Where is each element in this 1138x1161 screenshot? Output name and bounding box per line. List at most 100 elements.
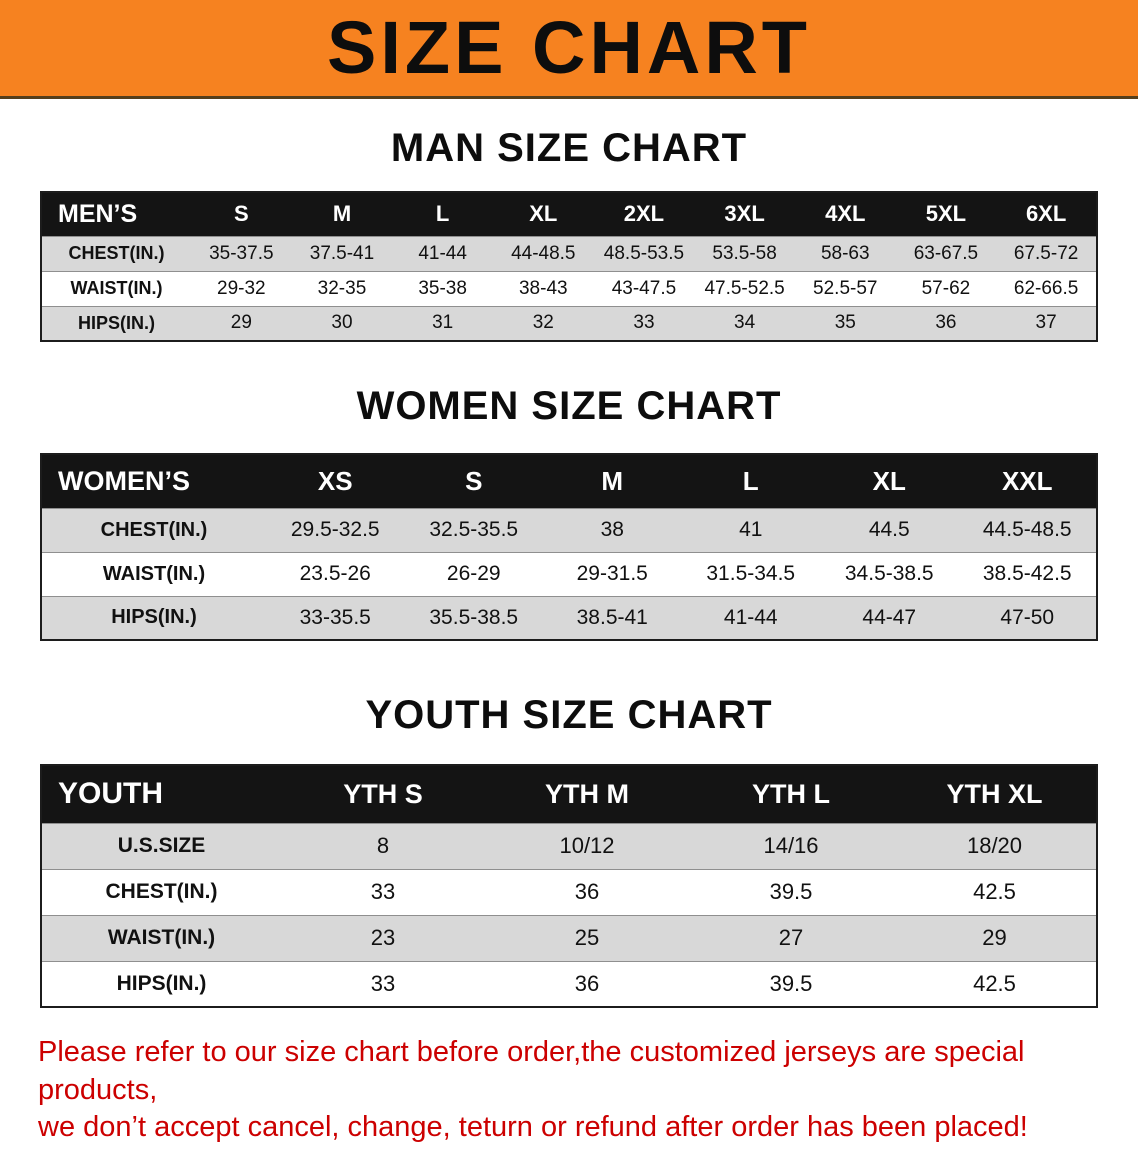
table-row: CHEST(IN.) 29.5-32.5 32.5-35.5 38 41 44.5 44.5… [41,508,1097,552]
row-label-cell: HIPS(IN.) [111,606,197,629]
table-row: HIPS(IN.) 33 36 39.5 42.5 [41,961,1097,1007]
men-section-heading: MAN SIZE CHART [390,126,748,170]
table-row: WAIST(IN.) 23.5-26 26-29 29-31.5 31.5-34.5 34… [41,552,1097,596]
measurement-value-cell: 18/20 [966,833,1023,858]
measurement-value-cell: 35.5-38.5 [429,605,519,629]
measurement-value-cell: 26-29 [446,562,501,585]
row-label-cell: WAIST(IN.) [107,926,216,949]
measurement-value-cell: 29 [230,312,252,334]
measurement-value-cell: 57-62 [921,277,971,299]
size-header-cell: M [332,201,352,227]
table-head: WOMEN’S XS S M L XL XXL [41,454,1097,508]
women-size-table: WOMEN’S XS S M L XL XXL CHEST(IN.) 29.5-32.5 32.5… [40,453,1098,641]
size-header-cell: 3XL [724,201,765,227]
measurement-value-cell: 47.5-52.5 [704,277,785,299]
measurement-value-cell: 23 [370,925,396,950]
table-title-cell: MEN’S [58,199,138,228]
measurement-value-cell: 32-35 [317,277,367,299]
table-body: CHEST(IN.) 35-37.5 37.5-41 41-44 44-48.5 48.5… [41,236,1097,341]
measurement-value-cell: 42.5 [973,879,1016,904]
table-head: MEN’S S M L XL 2XL 3XL 4XL 5XL 6XL [41,192,1097,236]
table-title-cell: WOMEN’S [58,465,190,496]
measurement-value-cell: 32.5-35.5 [429,518,519,541]
measurement-value-cell: 29-31.5 [576,562,648,585]
table-header-row: YOUTH YTH S YTH M YTH L YTH XL [41,765,1097,823]
measurement-value-cell: 35 [834,312,856,334]
measurement-value-cell: 27 [778,925,804,950]
measurement-value-cell: 38.5-42.5 [982,562,1072,585]
measurement-value-cell: 44.5 [868,518,910,541]
size-header-cell: L [435,201,450,227]
table-row: U.S.SIZE 8 10/12 14/16 18/20 [41,823,1097,869]
youth-size-table: YOUTH YTH S YTH M YTH L YTH XL U.S.SIZE 8 10/12… [40,764,1098,1008]
measurement-value-cell: 8 [376,833,390,858]
measurement-value-cell: 32 [532,312,554,334]
row-label-cell: HIPS(IN.) [116,971,207,995]
measurement-value-cell: 63-67.5 [913,242,979,264]
table-head: YOUTH YTH S YTH M YTH L YTH XL [41,765,1097,823]
measurement-value-cell: 33-35.5 [299,605,371,629]
table-row: HIPS(IN.) 33-35.5 35.5-38.5 38.5-41 41-44 44-… [41,596,1097,640]
table-row: HIPS(IN.) 29 30 31 32 33 34 35 36 37 [41,306,1097,341]
measurement-value-cell: 53.5-58 [712,242,777,264]
size-header-cell: S [233,201,249,227]
women-section-heading: WOMEN SIZE CHART [356,384,782,428]
measurement-value-cell: 39.5 [769,879,813,904]
size-header-cell: XL [529,201,558,227]
size-header-cell: 6XL [1025,201,1067,227]
size-header-cell: YTH XL [946,778,1043,809]
measurement-value-cell: 31 [432,312,454,334]
measurement-value-cell: 47-50 [1000,605,1055,629]
measurement-value-cell: 36 [574,970,600,996]
size-header-cell: 2XL [623,201,665,227]
measurement-value-cell: 43-47.5 [611,277,677,299]
table-body: U.S.SIZE 8 10/12 14/16 18/20 CHEST(IN.) 33 36 39… [41,823,1097,1007]
measurement-value-cell: 38 [600,518,624,541]
table-row: CHEST(IN.) 35-37.5 37.5-41 41-44 44-48.5 48.5… [41,236,1097,271]
banner: SIZE CHART [0,0,1138,99]
row-label-cell: CHEST(IN.) [105,880,218,903]
women-size-section: WOMEN SIZE CHART WOMEN’S XS S M L XL XXL CHEST(… [0,342,1138,641]
measurement-value-cell: 14/16 [763,833,819,858]
measurement-value-cell: 41-44 [723,605,778,629]
measurement-value-cell: 58-63 [820,242,870,264]
men-size-table: MEN’S S M L XL 2XL 3XL 4XL 5XL 6XL CHEST(IN.) 35-37… [40,191,1098,342]
measurement-value-cell: 34.5-38.5 [844,562,934,585]
youth-section-heading: YOUTH SIZE CHART [365,693,773,737]
measurement-value-cell: 33 [370,879,396,904]
size-header-cell: 4XL [825,201,866,227]
measurement-value-cell: 29 [982,925,1007,950]
measurement-value-cell: 30 [331,312,353,334]
size-header-cell: XXL [1001,465,1053,496]
measurement-value-cell: 41 [739,518,763,541]
measurement-value-cell: 33 [370,970,396,996]
measurement-value-cell: 29.5-32.5 [290,518,380,541]
size-header-cell: S [465,465,483,496]
measurement-value-cell: 62-66.5 [1013,277,1079,299]
measurement-value-cell: 38.5-41 [576,605,648,629]
size-header-cell: L [742,465,759,496]
measurement-value-cell: 44-47 [862,605,917,629]
measurement-value-cell: 35-37.5 [209,242,274,264]
notice-line-1: Please refer to our size chart before or… [38,1036,1025,1106]
measurement-value-cell: 33 [633,312,655,334]
row-label-cell: CHEST(IN.) [100,518,208,541]
measurement-value-cell: 36 [574,879,600,904]
measurement-value-cell: 34 [734,312,756,334]
row-label-cell: WAIST(IN.) [102,562,206,585]
row-label-cell: CHEST(IN.) [68,243,165,263]
measurement-value-cell: 67.5-72 [1013,242,1079,264]
size-header-cell: YTH M [545,778,629,809]
table-header-row: WOMEN’S XS S M L XL XXL [41,454,1097,508]
measurement-value-cell: 41-44 [418,242,467,264]
measurement-value-cell: 44-48.5 [511,242,576,264]
measurement-value-cell: 25 [574,925,600,950]
measurement-value-cell: 42.5 [973,970,1016,996]
size-header-cell: 5XL [925,201,967,227]
size-header-cell: M [601,465,624,496]
table-title-cell: YOUTH [58,777,163,811]
table-row: WAIST(IN.) 23 25 27 29 [41,915,1097,961]
measurement-value-cell: 29-32 [217,277,266,299]
youth-size-section: YOUTH SIZE CHART YOUTH YTH S YTH M YTH L YTH… [0,641,1138,1008]
measurement-value-cell: 39.5 [769,970,813,996]
